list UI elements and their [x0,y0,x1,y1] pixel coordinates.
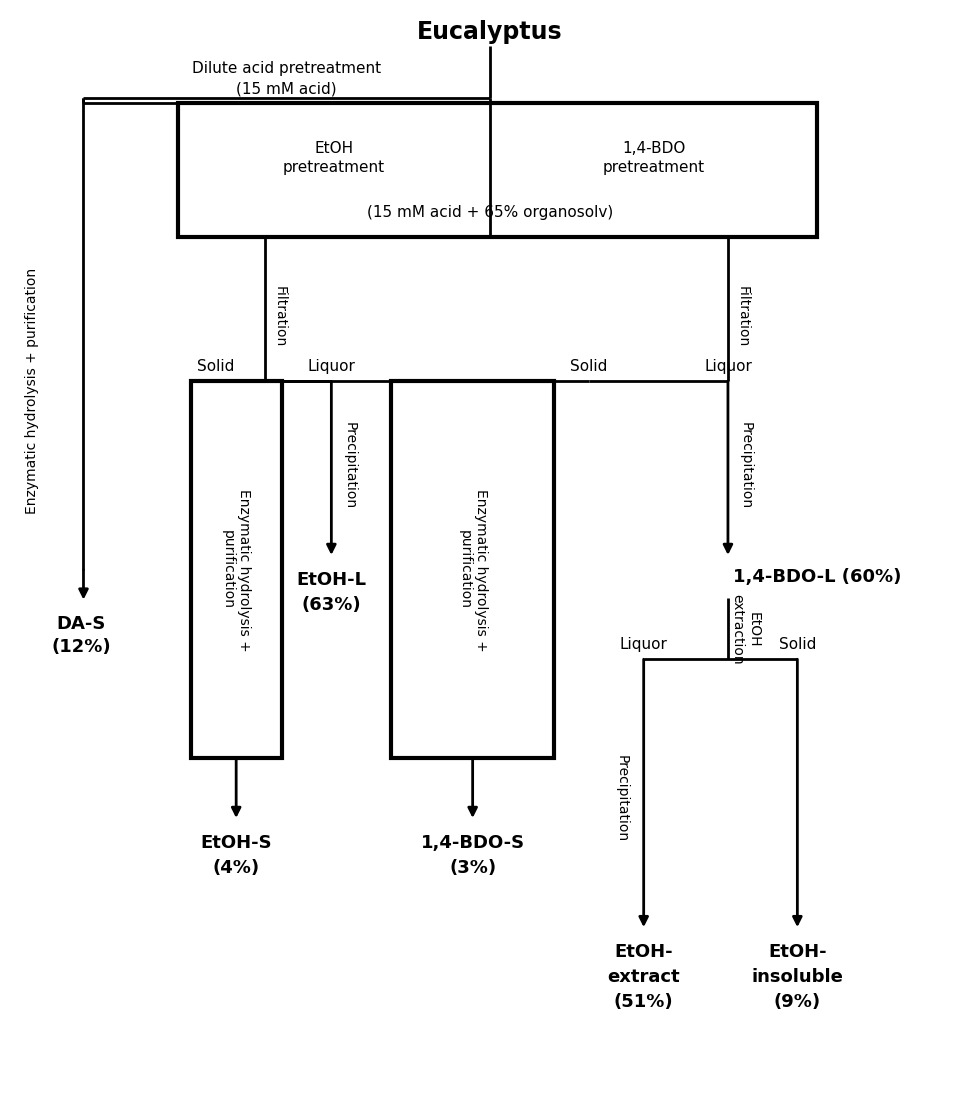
Text: Precipitation: Precipitation [342,422,356,509]
Text: Solid: Solid [778,637,816,652]
Text: Enzymatic hydrolysis +
purification: Enzymatic hydrolysis + purification [221,489,251,652]
Text: Enzymatic hydrolysis + purification: Enzymatic hydrolysis + purification [24,268,39,515]
Text: (15 mM acid + 65% organosolv): (15 mM acid + 65% organosolv) [367,205,612,221]
Text: pretreatment: pretreatment [601,160,704,175]
Text: Liquor: Liquor [619,637,667,652]
Text: Precipitation: Precipitation [738,422,752,509]
Text: pretreatment: pretreatment [283,160,384,175]
Text: Enzymatic hydrolysis +
purification: Enzymatic hydrolysis + purification [457,489,487,652]
Text: Filtration: Filtration [273,286,287,348]
Text: (9%): (9%) [773,993,821,1010]
Text: EtOH-L: EtOH-L [296,570,366,589]
Text: EtOH: EtOH [314,140,353,156]
Text: Eucalyptus: Eucalyptus [417,20,562,43]
Text: Solid: Solid [197,359,234,374]
Text: 1,4-BDO: 1,4-BDO [621,140,685,156]
Text: (4%): (4%) [212,859,259,877]
Bar [390,381,554,759]
Text: EtOH-: EtOH- [768,944,825,961]
Bar [191,381,282,759]
Text: Precipitation: Precipitation [614,754,628,842]
Text: 1,4-BDO-S: 1,4-BDO-S [421,834,524,852]
Text: EtOH
extraction: EtOH extraction [730,594,760,665]
Text: DA-S: DA-S [57,616,106,634]
Text: Liquor: Liquor [703,359,751,374]
Text: (51%): (51%) [613,993,673,1010]
Text: (15 mM acid): (15 mM acid) [236,81,336,96]
Text: EtOH-: EtOH- [614,944,672,961]
Text: Solid: Solid [570,359,607,374]
Text: (12%): (12%) [52,638,111,656]
Text: Dilute acid pretreatment: Dilute acid pretreatment [192,61,380,76]
Text: 1,4-BDO-L (60%): 1,4-BDO-L (60%) [733,568,901,586]
Text: (3%): (3%) [449,859,496,877]
Text: extract: extract [606,968,680,986]
Text: Filtration: Filtration [735,286,749,348]
Text: Liquor: Liquor [307,359,355,374]
Text: (63%): (63%) [301,596,361,614]
Text: insoluble: insoluble [751,968,842,986]
Text: EtOH-S: EtOH-S [200,834,272,852]
Bar [177,104,817,237]
